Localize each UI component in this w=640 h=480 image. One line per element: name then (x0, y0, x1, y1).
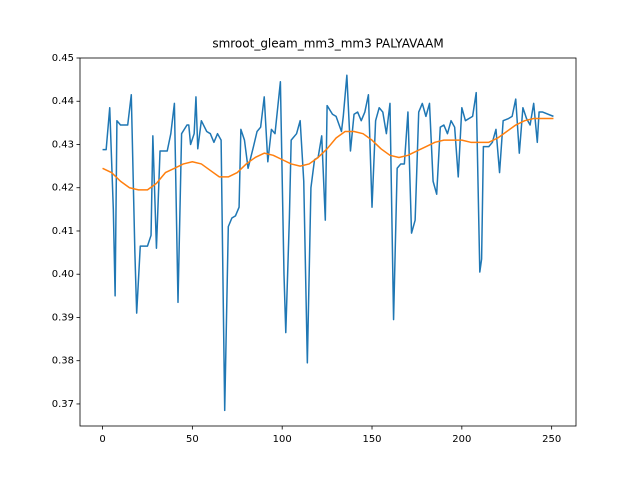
y-tick-label: 0.40 (52, 269, 74, 280)
x-tick-label: 150 (362, 434, 381, 445)
y-tick-label: 0.43 (52, 139, 74, 150)
y-tick-label: 0.45 (52, 53, 74, 64)
chart-title: smroot_gleam_mm3_mm3 PALYAVAAM (212, 37, 443, 51)
x-tick-label: 50 (186, 434, 199, 445)
plot-frame (79, 57, 577, 427)
y-tick-label: 0.44 (52, 96, 74, 107)
x-tick-label: 200 (452, 434, 471, 445)
x-tick-label: 250 (542, 434, 561, 445)
y-tick-label: 0.42 (52, 183, 74, 194)
y-tick-label: 0.38 (52, 356, 74, 367)
x-tick-label: 100 (273, 434, 292, 445)
x-tick-label: 0 (99, 434, 105, 445)
data-line (102, 74, 554, 412)
data-line (102, 117, 554, 191)
y-tick-label: 0.39 (52, 312, 74, 323)
y-tick-label: 0.37 (52, 399, 74, 410)
y-tick-label: 0.41 (52, 226, 74, 237)
